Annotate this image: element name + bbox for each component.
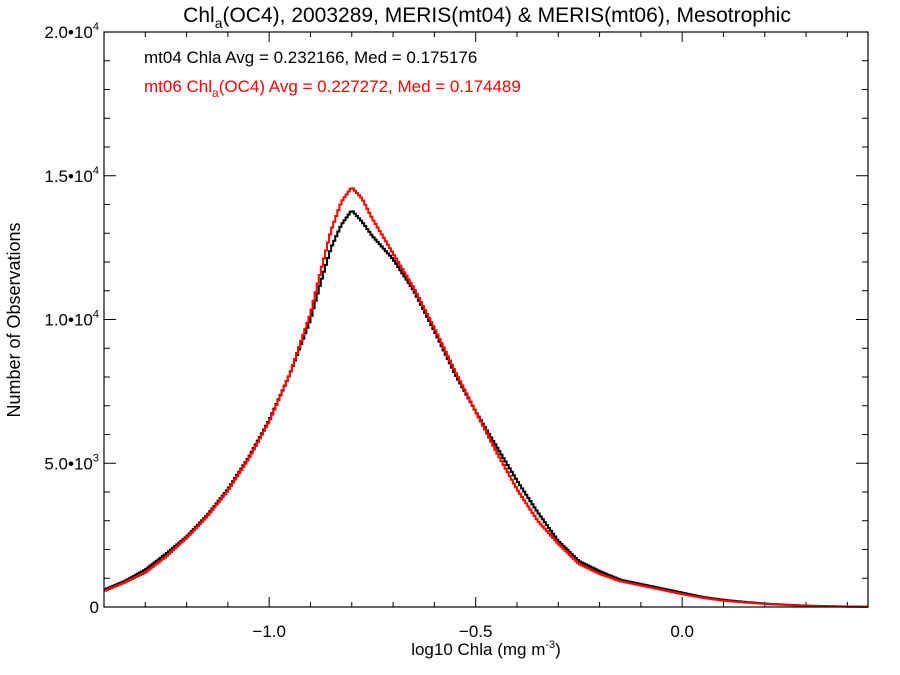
y-tick-exponent: 4: [93, 165, 99, 177]
annotation-mt06-post: (OC4) Avg = 0.227272, Med = 0.174489: [219, 77, 521, 96]
y-tick-exponent: 4: [93, 21, 99, 33]
annotation-mt04: mt04 Chla Avg = 0.232166, Med = 0.175176: [144, 48, 477, 67]
x-tick-label: −1.0: [252, 622, 286, 641]
y-tick-label: 1.0•104: [44, 309, 99, 330]
title-subscript: a: [215, 15, 223, 31]
y-tick-exponent: 3: [93, 452, 99, 464]
x-axis-label: log10 Chla (mg m-3): [411, 639, 561, 659]
x-axis-label-superscript: -3: [545, 639, 555, 651]
title-prefix: Chl: [183, 4, 215, 27]
x-tick-label: −0.5: [459, 622, 493, 641]
y-tick-label: 0: [90, 598, 99, 617]
y-tick-mantissa: 1.5•10: [44, 167, 93, 186]
y-tick-label: 5.0•103: [44, 452, 99, 473]
y-tick-mantissa: 5.0•10: [44, 454, 93, 473]
y-tick-mantissa: 0: [90, 598, 99, 617]
title-suffix: (OC4), 2003289, MERIS(mt04) & MERIS(mt06…: [222, 4, 790, 27]
annotation-mt06: mt06 Chla(OC4) Avg = 0.227272, Med = 0.1…: [144, 77, 521, 100]
y-tick-mantissa: 2.0•10: [44, 23, 93, 42]
y-tick-mantissa: 1.0•10: [44, 311, 93, 330]
y-tick-label: 2.0•104: [44, 21, 99, 42]
y-tick-label: 1.5•104: [44, 165, 99, 186]
y-tick-exponent: 4: [93, 309, 99, 321]
annotation-mt06-pre: mt06 Chl: [144, 77, 212, 96]
x-tick-label: 0.0: [670, 622, 694, 641]
y-axis-label: Number of Observations: [4, 222, 24, 417]
chart-title: Chla(OC4), 2003289, MERIS(mt04) & MERIS(…: [183, 4, 791, 31]
plot-frame: [103, 31, 869, 608]
x-axis-label-end: ): [555, 640, 561, 659]
plot-series: [104, 187, 868, 608]
series-line-1: [104, 187, 868, 608]
annotation-mt06-subscript: a: [212, 86, 219, 100]
x-axis-label-main: log10 Chla (mg m: [411, 640, 545, 659]
